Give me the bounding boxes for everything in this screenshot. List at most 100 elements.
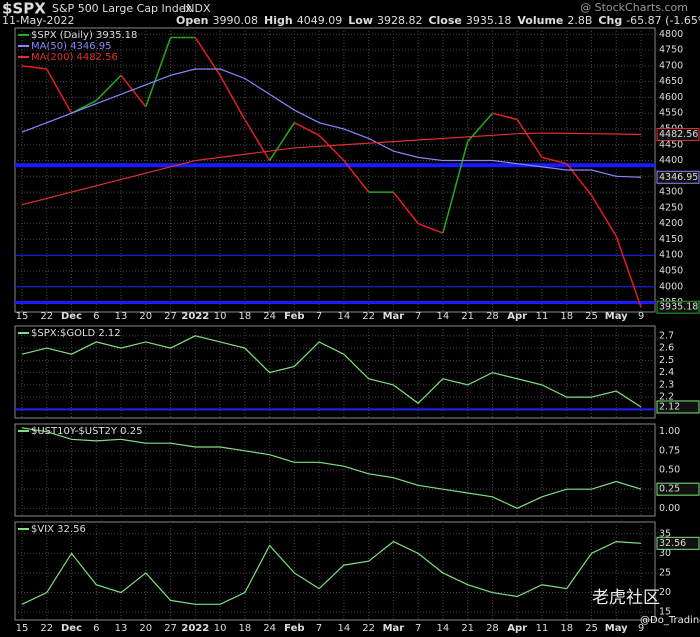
x-tick-label: 18 bbox=[560, 623, 573, 634]
x-tick-label: 10 bbox=[214, 311, 227, 322]
x-tick-label: 27 bbox=[164, 623, 177, 634]
price-segment bbox=[268, 122, 295, 161]
price-segment bbox=[590, 194, 617, 237]
x-tick-label: 15 bbox=[16, 623, 29, 634]
price-segment bbox=[442, 141, 469, 234]
value-tag: 2.12 bbox=[659, 401, 680, 412]
price-segment bbox=[145, 37, 172, 108]
y-tick-label: 4050 bbox=[659, 265, 683, 276]
price-segment bbox=[343, 160, 370, 193]
y-tick-label: 1.00 bbox=[659, 426, 680, 437]
x-tick-label: May bbox=[605, 623, 628, 634]
plot-frame bbox=[14, 521, 656, 621]
price-segment bbox=[219, 74, 246, 120]
x-tick-label: Feb bbox=[284, 311, 304, 322]
x-tick-label: 28 bbox=[486, 311, 499, 322]
y-tick-label: 4650 bbox=[659, 76, 683, 87]
value-tag-box bbox=[656, 482, 700, 496]
y-tick-label: 30 bbox=[659, 548, 671, 559]
legend-entry: $SPX:$GOLD 2.12 bbox=[31, 328, 121, 339]
y-tick-label: 4750 bbox=[659, 45, 683, 56]
y-tick-label: 2.4 bbox=[659, 367, 674, 378]
y-tick-label: 4250 bbox=[659, 202, 683, 213]
x-tick-label: 22 bbox=[40, 623, 53, 634]
y-tick-label: 4150 bbox=[659, 234, 683, 245]
x-tick-label: 15 bbox=[16, 311, 29, 322]
x-tick-label: 25 bbox=[585, 623, 598, 634]
value-tag-box bbox=[656, 170, 700, 184]
x-tick-label: 9 bbox=[638, 311, 644, 322]
value-tag-box bbox=[656, 536, 700, 550]
watermark-user: @Do_Trading bbox=[640, 615, 700, 626]
price-segment bbox=[46, 68, 73, 114]
y-tick-label: 4550 bbox=[659, 108, 683, 119]
value-tag: 4482.56 bbox=[659, 129, 698, 140]
watermark: 老虎社区 bbox=[592, 588, 660, 608]
quote-value: 4049.09 bbox=[297, 14, 343, 27]
legend-entry: MA(200) 4482.56 bbox=[31, 52, 118, 63]
quote-label: Low bbox=[348, 14, 373, 27]
x-tick-label: Feb bbox=[284, 623, 304, 634]
x-tick-label: Mar bbox=[383, 623, 405, 634]
x-tick-label: 14 bbox=[338, 623, 351, 634]
x-tick-label: 18 bbox=[238, 311, 251, 322]
y-tick-label: 4200 bbox=[659, 218, 683, 229]
y-tick-label: 2.5 bbox=[659, 355, 674, 366]
quote-value: 3928.82 bbox=[377, 14, 423, 27]
y-tick-label: 4400 bbox=[659, 155, 683, 166]
value-tag: 32.56 bbox=[659, 538, 686, 549]
y-tick-label: 4600 bbox=[659, 92, 683, 103]
price-segment bbox=[120, 74, 147, 108]
quote-value: 3990.08 bbox=[213, 14, 259, 27]
quote-label: Chg bbox=[598, 14, 622, 27]
x-tick-label: 18 bbox=[560, 311, 573, 322]
y-tick-label: 2.6 bbox=[659, 343, 674, 354]
x-tick-label: Dec bbox=[61, 311, 82, 322]
y-tick-label: 4300 bbox=[659, 187, 683, 198]
quote-value: 2.8B bbox=[567, 14, 592, 27]
y-tick-label: 4100 bbox=[659, 250, 683, 261]
value-tag: 3935.18 bbox=[659, 302, 698, 313]
series-line bbox=[21, 335, 642, 408]
x-tick-label: 9 bbox=[638, 623, 644, 634]
x-tick-label: 11 bbox=[536, 623, 549, 634]
price-segment bbox=[492, 112, 518, 121]
x-tick-label: 20 bbox=[139, 311, 152, 322]
price-segment bbox=[392, 191, 419, 225]
x-tick-label: 25 bbox=[585, 311, 598, 322]
x-tick-label: 21 bbox=[461, 623, 474, 634]
x-tick-label: 6 bbox=[93, 311, 99, 322]
series-line bbox=[21, 427, 642, 509]
value-tag: 0.25 bbox=[659, 484, 680, 495]
x-tick-label: 7 bbox=[415, 311, 421, 322]
legend-entry: $SPX (Daily) 3935.18 bbox=[31, 30, 137, 41]
y-tick-label: 4800 bbox=[659, 29, 683, 40]
plot-frame bbox=[14, 27, 656, 313]
y-tick-label: 4000 bbox=[659, 281, 683, 292]
legend-entry: $VIX 32.56 bbox=[31, 524, 86, 535]
x-tick-label: 11 bbox=[536, 311, 549, 322]
y-tick-label: 0.00 bbox=[659, 503, 680, 514]
x-tick-label: 14 bbox=[338, 311, 351, 322]
symbol: $SPX bbox=[2, 0, 46, 18]
legend-entry: MA(50) 4346.95 bbox=[31, 41, 112, 52]
x-tick-label: 7 bbox=[316, 311, 322, 322]
x-tick-label: 7 bbox=[415, 623, 421, 634]
x-tick-label: 24 bbox=[263, 311, 276, 322]
source: @ StockCharts.com bbox=[580, 1, 688, 14]
quote-value: 3935.18 bbox=[466, 14, 512, 27]
y-tick-label: 20 bbox=[659, 587, 671, 598]
x-tick-label: 24 bbox=[263, 623, 276, 634]
quote-label: High bbox=[264, 14, 293, 27]
x-tick-label: 18 bbox=[238, 623, 251, 634]
y-tick-label: 4450 bbox=[659, 139, 683, 150]
price-segment bbox=[417, 222, 444, 234]
value-tag-box bbox=[656, 400, 700, 414]
x-tick-label: 6 bbox=[93, 623, 99, 634]
x-tick-label: 20 bbox=[139, 623, 152, 634]
quote-label: Close bbox=[428, 14, 461, 27]
price-segment bbox=[95, 74, 122, 102]
y-tick-label: 15 bbox=[659, 607, 671, 618]
x-tick-label: Apr bbox=[507, 311, 527, 322]
